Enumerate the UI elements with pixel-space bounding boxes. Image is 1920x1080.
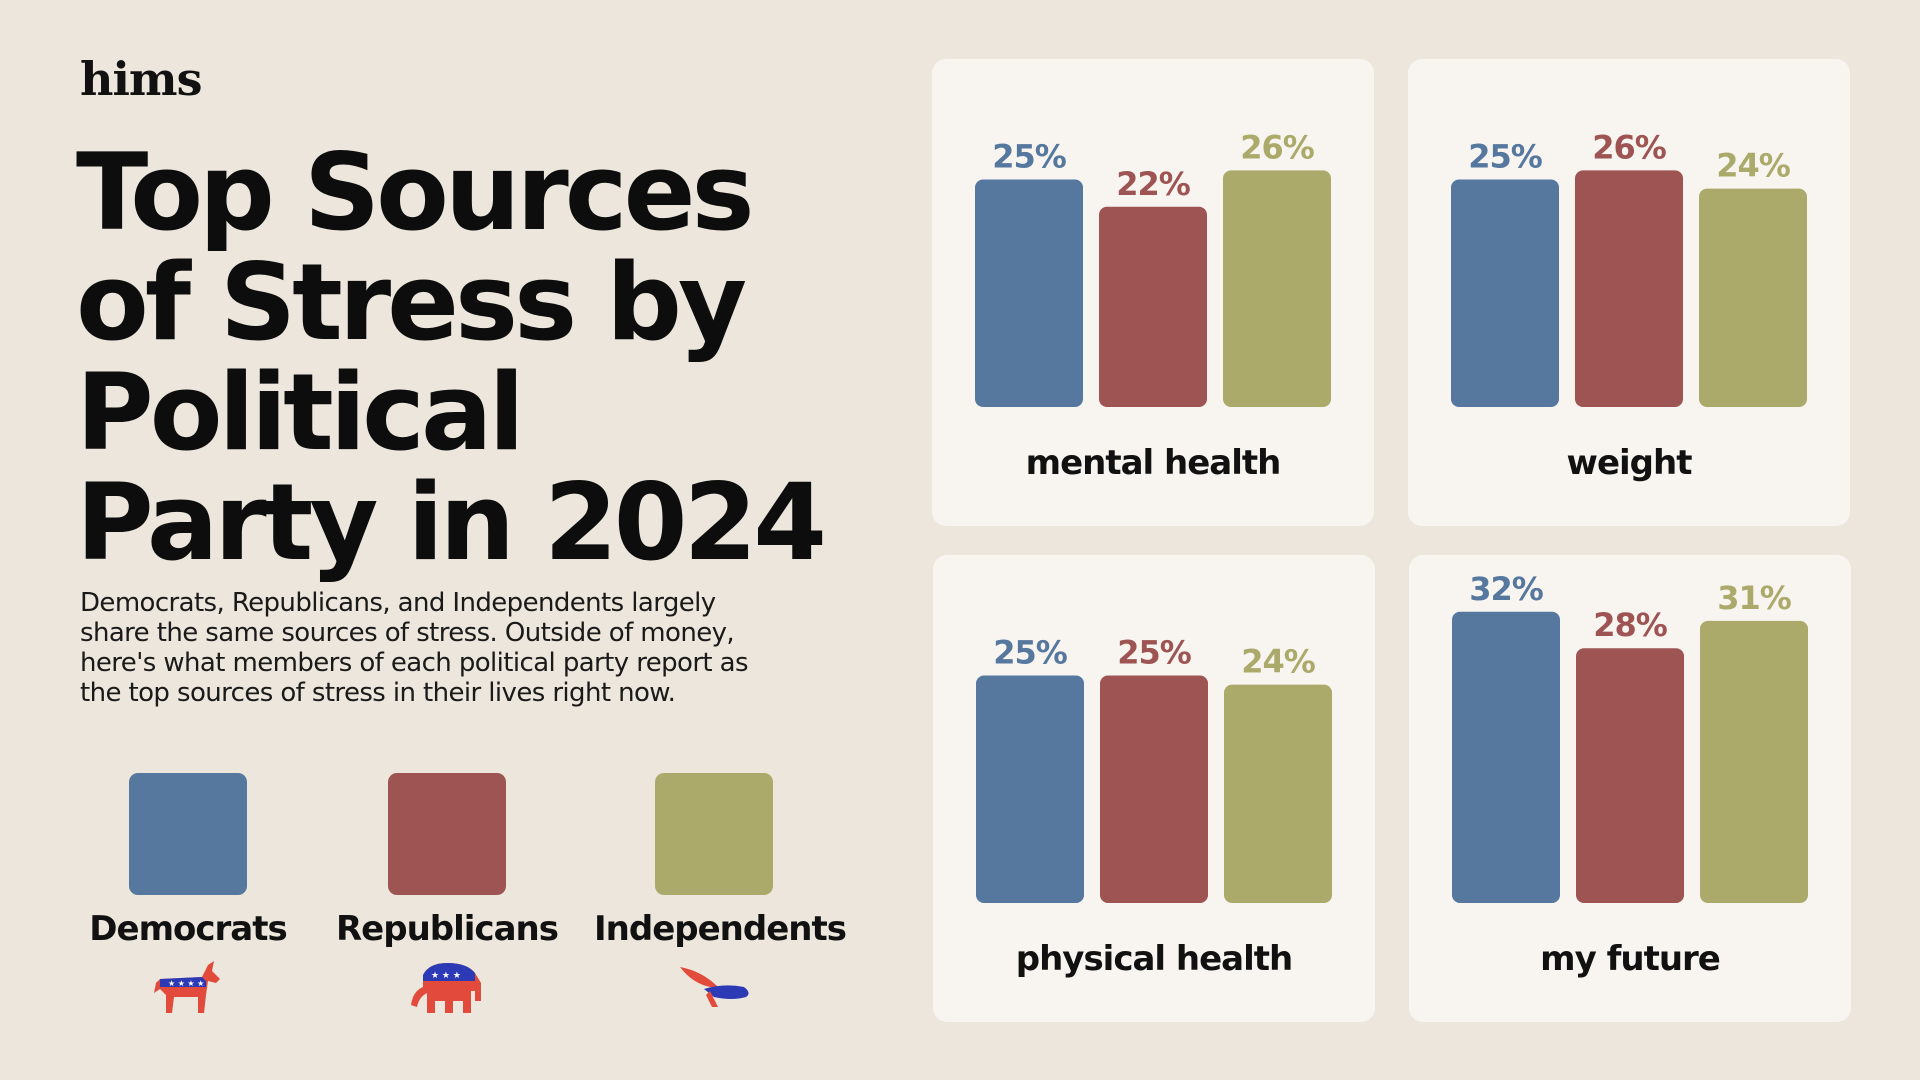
data-label-republicans: 25% [1117, 634, 1192, 672]
data-label-independents: 31% [1717, 579, 1792, 617]
bar-republicans [1099, 206, 1207, 407]
svg-text:★ ★ ★: ★ ★ ★ [431, 971, 461, 981]
chart-card-my-future: 32% 28% 31% my future [1409, 555, 1851, 1022]
legend-swatch-republicans [388, 773, 506, 895]
data-label-independents: 26% [1240, 128, 1315, 166]
bar-chart-my-future: 32% 28% 31% [1452, 570, 1808, 903]
bar-chart-physical-health: 25% 25% 24% [976, 634, 1332, 903]
data-label-republicans: 22% [1116, 165, 1191, 203]
legend-label-independents: Independents [594, 909, 847, 949]
legend-swatch-independents [655, 773, 773, 895]
data-label-independents: 24% [1241, 643, 1316, 681]
bar-democrats [975, 179, 1083, 407]
bar-republicans [1100, 675, 1208, 903]
legend-item-democrats: Democrats ★ ★ ★ ★ [68, 773, 308, 1021]
bar-independents [1224, 684, 1332, 903]
chart-category-label: weight [1566, 443, 1693, 483]
svg-text:★ ★ ★ ★: ★ ★ ★ ★ [168, 979, 204, 988]
chart-category-label: physical health [1015, 939, 1294, 979]
bar-democrats [1452, 611, 1560, 903]
bar-democrats [1451, 179, 1559, 407]
bar-democrats [976, 675, 1084, 903]
page-title: Top Sources of Stress by Political Party… [76, 131, 827, 584]
chart-card-mental-health: 25% 22% 26% mental health [932, 59, 1374, 526]
chart-category-label: my future [1540, 939, 1721, 979]
elephant-icon: ★ ★ ★ [411, 963, 481, 1013]
legend-label-democrats: Democrats [89, 909, 287, 949]
data-label-republicans: 28% [1593, 606, 1668, 644]
donkey-icon: ★ ★ ★ ★ [154, 961, 220, 1013]
chart-card-physical-health: 25% 25% 24% physical health [933, 555, 1375, 1022]
legend-label-republicans: Republicans [336, 909, 559, 949]
data-label-democrats: 25% [992, 138, 1067, 176]
legend-swatch-democrats [129, 773, 247, 895]
data-label-democrats: 32% [1469, 570, 1544, 608]
bar-republicans [1575, 170, 1683, 407]
brand-logo: hims [80, 52, 202, 106]
data-label-democrats: 25% [1468, 138, 1543, 176]
chart-category-label: mental health [1025, 443, 1282, 483]
chart-card-weight: 25% 26% 24% weight [1408, 59, 1850, 526]
eagle-icon [680, 967, 749, 1007]
legend-item-republicans: Republicans ★ ★ ★ [327, 773, 567, 1021]
data-label-republicans: 26% [1592, 128, 1667, 166]
bar-republicans [1576, 648, 1684, 903]
bar-independents [1223, 170, 1331, 407]
bar-chart-weight: 25% 26% 24% [1451, 128, 1807, 407]
legend-item-independents: Independents [594, 773, 847, 1021]
data-label-democrats: 25% [993, 634, 1068, 672]
page-subtitle: Democrats, Republicans, and Independents… [80, 588, 749, 708]
bar-independents [1700, 620, 1808, 903]
bar-chart-mental-health: 25% 22% 26% [975, 128, 1331, 407]
bar-independents [1699, 188, 1807, 407]
data-label-independents: 24% [1716, 147, 1791, 185]
